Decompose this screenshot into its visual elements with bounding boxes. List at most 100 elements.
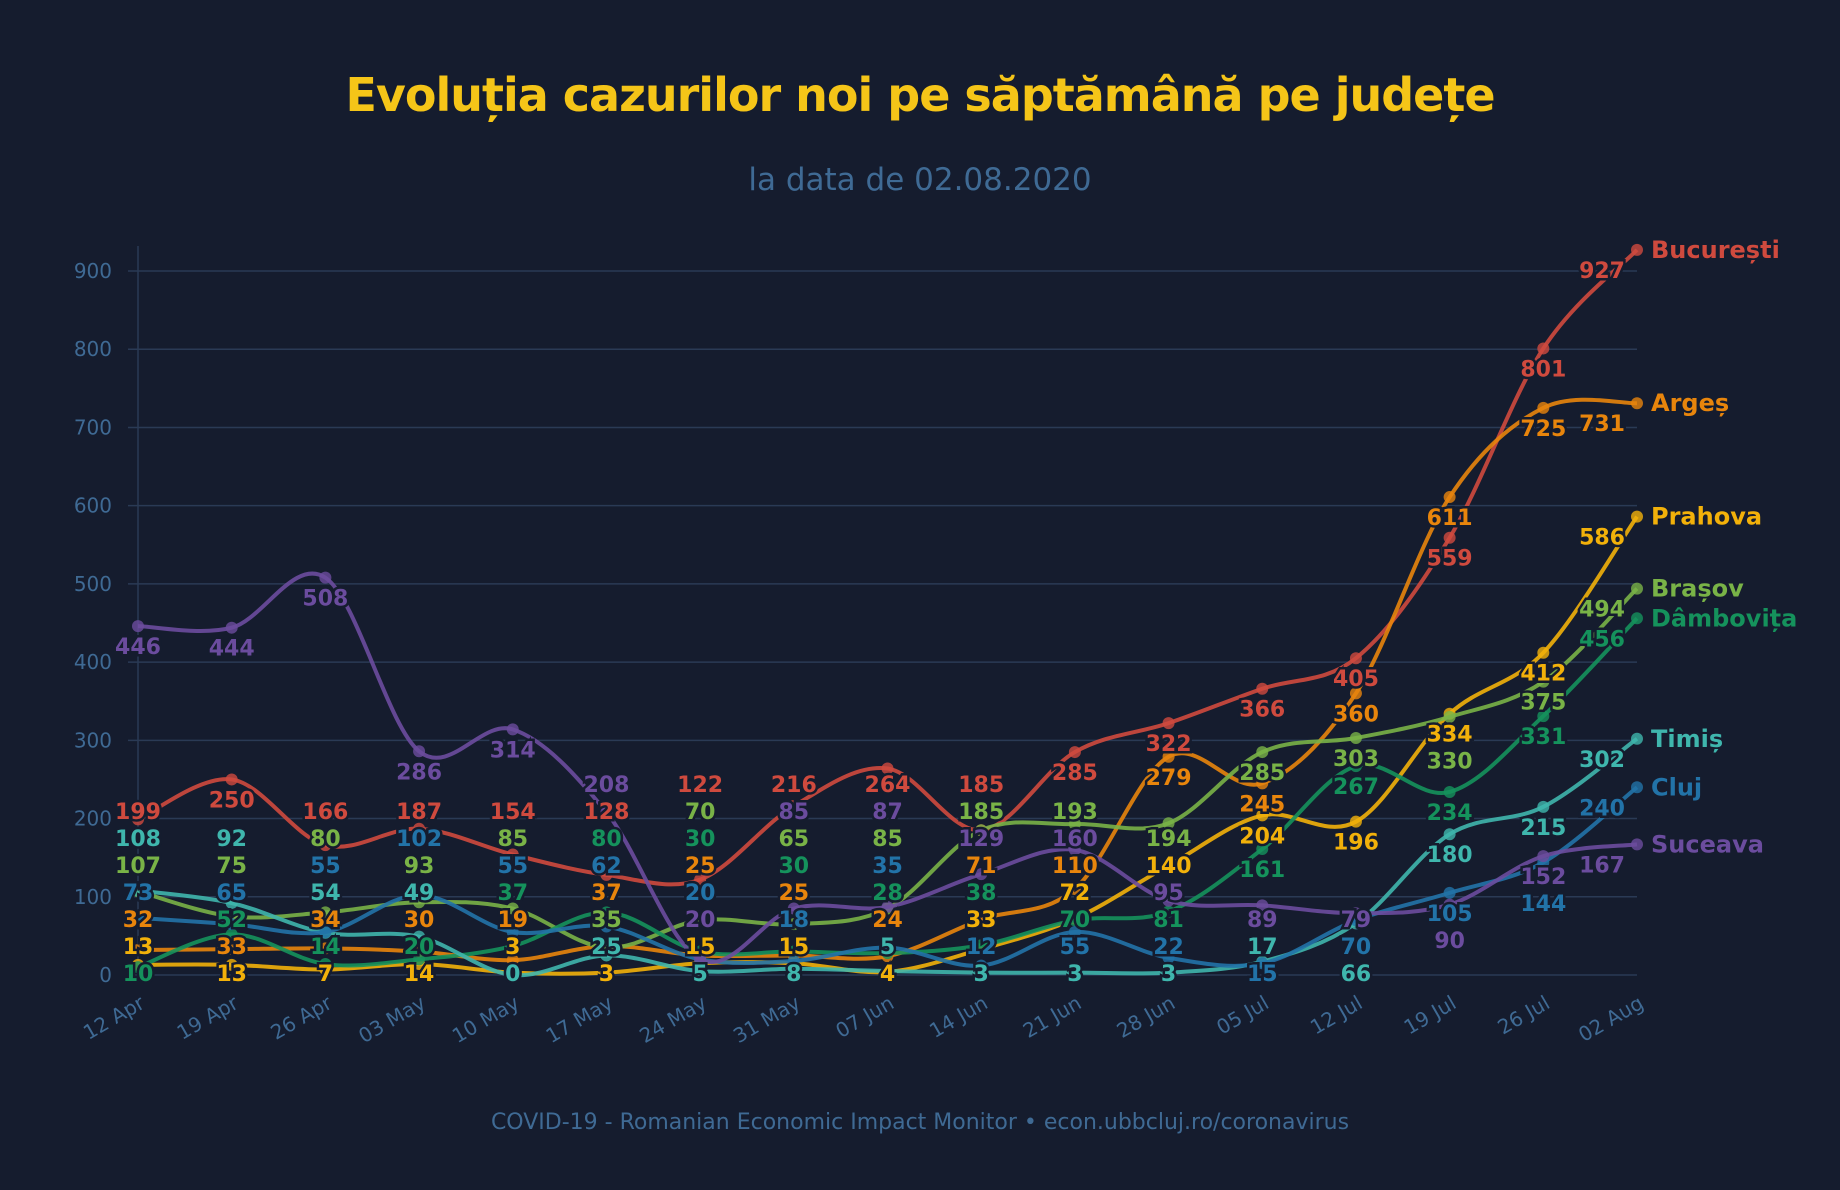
data-point <box>1256 899 1269 912</box>
x-tick-label: 26 Apr <box>266 990 336 1044</box>
data-label: 286 <box>396 760 442 785</box>
data-label: 79 <box>1341 908 1372 933</box>
data-point <box>1068 818 1081 831</box>
data-point <box>975 824 988 837</box>
x-tick-label: 31 May <box>729 990 804 1047</box>
y-tick-label: 900 <box>74 259 112 283</box>
x-tick-label: 17 May <box>542 990 617 1047</box>
data-label: 49 <box>404 881 435 906</box>
series-București <box>132 243 1643 887</box>
data-label: 81 <box>1153 908 1184 933</box>
data-point <box>413 953 426 966</box>
data-point <box>506 723 519 736</box>
data-point <box>506 954 519 967</box>
data-label: 85 <box>872 827 903 852</box>
chart-subtitle: la data de 02.08.2020 <box>748 162 1092 198</box>
data-label: 187 <box>396 800 442 825</box>
data-point <box>506 969 519 981</box>
series-Suceava <box>132 571 1643 966</box>
data-point <box>1349 815 1362 828</box>
data-point <box>1631 510 1643 523</box>
data-label: 204 <box>1239 824 1285 849</box>
data-point <box>881 965 894 978</box>
data-point <box>225 621 238 634</box>
data-point <box>1443 491 1456 504</box>
x-tick-label: 02 Aug <box>1574 991 1647 1047</box>
y-tick-label: 400 <box>74 650 112 674</box>
data-label: 927 <box>1579 259 1625 284</box>
series-label: Dâmbovița <box>1651 605 1797 633</box>
series-line <box>137 515 1639 976</box>
data-label: 334 <box>1427 723 1473 748</box>
data-label: 93 <box>404 854 435 879</box>
data-point <box>225 773 238 786</box>
data-label: 360 <box>1333 702 1379 727</box>
data-label: 108 <box>115 827 161 852</box>
data-label: 285 <box>1052 761 1098 786</box>
data-point <box>600 920 613 933</box>
data-point <box>132 943 144 956</box>
data-point <box>975 959 988 972</box>
data-point <box>1162 894 1175 907</box>
data-label: 330 <box>1427 750 1473 775</box>
data-label: 85 <box>497 827 528 852</box>
y-tick-label: 500 <box>74 572 112 596</box>
data-point <box>1162 905 1175 918</box>
data-label: 0 <box>505 962 520 987</box>
data-label: 85 <box>779 800 810 825</box>
data-label: 216 <box>771 773 817 798</box>
data-point <box>1443 785 1456 798</box>
series-label: Suceava <box>1651 830 1764 858</box>
data-label: 102 <box>396 827 442 852</box>
data-point <box>881 941 894 954</box>
y-tick-label: 300 <box>74 728 112 752</box>
data-label: 185 <box>958 773 1004 798</box>
x-tick-label: 19 Jul <box>1400 991 1460 1040</box>
data-label: 15 <box>1247 962 1278 987</box>
data-point <box>132 884 144 897</box>
x-tick-label: 19 Apr <box>173 990 243 1044</box>
data-label: 28 <box>872 881 903 906</box>
x-tick-label: 12 Jul <box>1306 991 1366 1040</box>
data-point <box>1443 531 1456 544</box>
data-label: 35 <box>591 908 622 933</box>
data-point <box>694 873 707 886</box>
data-point <box>600 966 613 979</box>
chart-title: Evoluția cazurilor noi pe săptămână pe j… <box>345 68 1495 122</box>
series-line <box>137 248 1639 887</box>
data-point <box>1631 612 1643 625</box>
data-label: 92 <box>216 827 247 852</box>
data-label: 302 <box>1579 748 1625 773</box>
data-label: 14 <box>404 962 435 987</box>
data-label: 12 <box>966 935 997 960</box>
data-point <box>225 918 238 931</box>
data-label: 196 <box>1333 831 1379 856</box>
data-label: 14 <box>310 935 341 960</box>
data-label: 446 <box>115 635 161 660</box>
x-tick-label: 05 Jul <box>1212 991 1272 1040</box>
data-label: 5 <box>692 962 707 987</box>
data-label: 25 <box>591 935 622 960</box>
data-label: 240 <box>1579 796 1625 821</box>
data-point <box>1068 746 1081 759</box>
data-label: 303 <box>1333 747 1379 772</box>
data-label: 17 <box>1247 935 1278 960</box>
data-label: 55 <box>1060 935 1091 960</box>
data-label: 279 <box>1146 766 1192 791</box>
data-label: 412 <box>1520 662 1566 687</box>
data-point <box>1256 746 1269 759</box>
data-label: 160 <box>1052 827 1098 852</box>
data-point <box>1537 646 1550 659</box>
data-label: 105 <box>1427 902 1473 927</box>
data-label: 10 <box>123 962 154 987</box>
data-label: 87 <box>872 800 903 825</box>
data-point <box>413 822 426 835</box>
data-label: 245 <box>1239 792 1285 817</box>
data-point <box>319 942 332 955</box>
data-point <box>1349 687 1362 700</box>
data-point <box>1162 750 1175 763</box>
data-point <box>413 745 426 758</box>
data-label: 559 <box>1427 547 1473 572</box>
data-label: 199 <box>115 800 161 825</box>
data-label: 250 <box>209 788 255 813</box>
